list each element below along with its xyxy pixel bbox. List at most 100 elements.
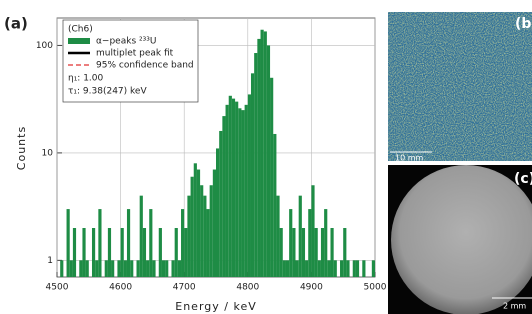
bar	[79, 260, 82, 277]
bar	[273, 134, 276, 277]
bar	[165, 260, 168, 277]
bar	[210, 185, 213, 277]
bar	[152, 260, 155, 277]
bar	[315, 228, 318, 277]
bar	[181, 209, 184, 277]
bar	[254, 53, 257, 277]
bar	[245, 105, 248, 277]
bar	[82, 228, 85, 277]
x-tick-label: 4800	[236, 283, 259, 293]
bar	[178, 260, 181, 277]
x-tick-label: 5000	[364, 283, 387, 293]
bar	[308, 209, 311, 277]
bar	[86, 260, 89, 277]
panel-label: (a)	[4, 15, 28, 33]
bar	[127, 209, 130, 277]
bar	[222, 116, 225, 277]
bar	[305, 260, 308, 277]
y-axis-label: Counts	[15, 126, 28, 170]
bar	[289, 209, 292, 277]
bar	[117, 260, 120, 277]
bar	[67, 209, 70, 277]
panel-label: (b)	[515, 16, 532, 32]
x-tick-label: 4600	[109, 283, 132, 293]
bar	[324, 209, 327, 277]
bar	[299, 196, 302, 277]
bar	[340, 260, 343, 277]
legend-entry: multiplet peak fit	[96, 49, 174, 59]
bar	[162, 260, 165, 277]
bar	[343, 228, 346, 277]
legend-title: (Ch6)	[68, 25, 93, 35]
scale-bar-label: 10 mm	[395, 154, 424, 163]
annotation: η₁: 1.00	[68, 74, 104, 84]
bar	[235, 102, 238, 277]
legend: (Ch6) α−peaks ²³³U multiplet peak fit 95…	[63, 20, 198, 102]
bar	[124, 260, 127, 277]
bar	[346, 260, 349, 277]
bar	[70, 260, 73, 277]
bar	[267, 45, 270, 277]
bar	[229, 96, 232, 277]
bar	[251, 73, 254, 277]
bar	[184, 228, 187, 277]
bar	[216, 148, 219, 277]
panel-label: (c)	[514, 171, 532, 187]
x-tick-label: 4500	[46, 283, 69, 293]
bar	[238, 108, 241, 277]
bar	[261, 30, 264, 277]
image-panel-b: (b) 10 mm	[388, 12, 532, 163]
bar	[130, 260, 133, 277]
bar	[92, 228, 95, 277]
bar	[191, 177, 194, 277]
bar	[194, 163, 197, 277]
legend-entry: α−peaks ²³³U	[96, 37, 156, 47]
x-axis-label: Energy / keV	[175, 300, 256, 313]
scale-bar-label: 2 mm	[503, 302, 526, 311]
bar	[334, 260, 337, 277]
bar	[105, 260, 108, 277]
y-tick-label: 10	[42, 148, 54, 158]
bar	[264, 31, 267, 277]
bar	[219, 131, 222, 277]
bar	[197, 170, 200, 277]
bar	[372, 260, 375, 277]
y-tick-label: 1	[47, 256, 53, 266]
figure: (a) Energy / keV Counts (Ch6) α−peaks ²³…	[0, 0, 532, 314]
bar	[248, 94, 251, 277]
annotation: τ₁: 9.38(247) keV	[68, 87, 147, 97]
bar	[111, 260, 114, 277]
bar	[286, 260, 289, 277]
bar	[241, 110, 244, 277]
bar	[280, 228, 283, 277]
bar	[321, 228, 324, 277]
x-tick-label: 4700	[173, 283, 196, 293]
bar	[206, 209, 209, 277]
image-b-texture	[388, 12, 532, 161]
legend-entry: 95% confidence band	[96, 61, 194, 71]
bar	[353, 260, 356, 277]
bar	[200, 185, 203, 277]
bar	[73, 228, 76, 277]
x-tick-label: 4900	[300, 283, 323, 293]
bar	[283, 260, 286, 277]
bar	[330, 228, 333, 277]
bar	[95, 260, 98, 277]
bar	[311, 185, 314, 277]
legend-swatch	[68, 38, 90, 44]
bar	[318, 260, 321, 277]
bar	[149, 209, 152, 277]
bar	[121, 228, 124, 277]
bar	[302, 228, 305, 277]
bar	[356, 260, 359, 277]
bar	[60, 260, 63, 277]
bar	[226, 105, 229, 277]
bar	[203, 196, 206, 277]
bar	[187, 196, 190, 277]
bar	[362, 260, 365, 277]
bar	[232, 99, 235, 277]
bar	[159, 228, 162, 277]
bar	[257, 39, 260, 277]
bar	[276, 196, 279, 277]
bar	[296, 260, 299, 277]
